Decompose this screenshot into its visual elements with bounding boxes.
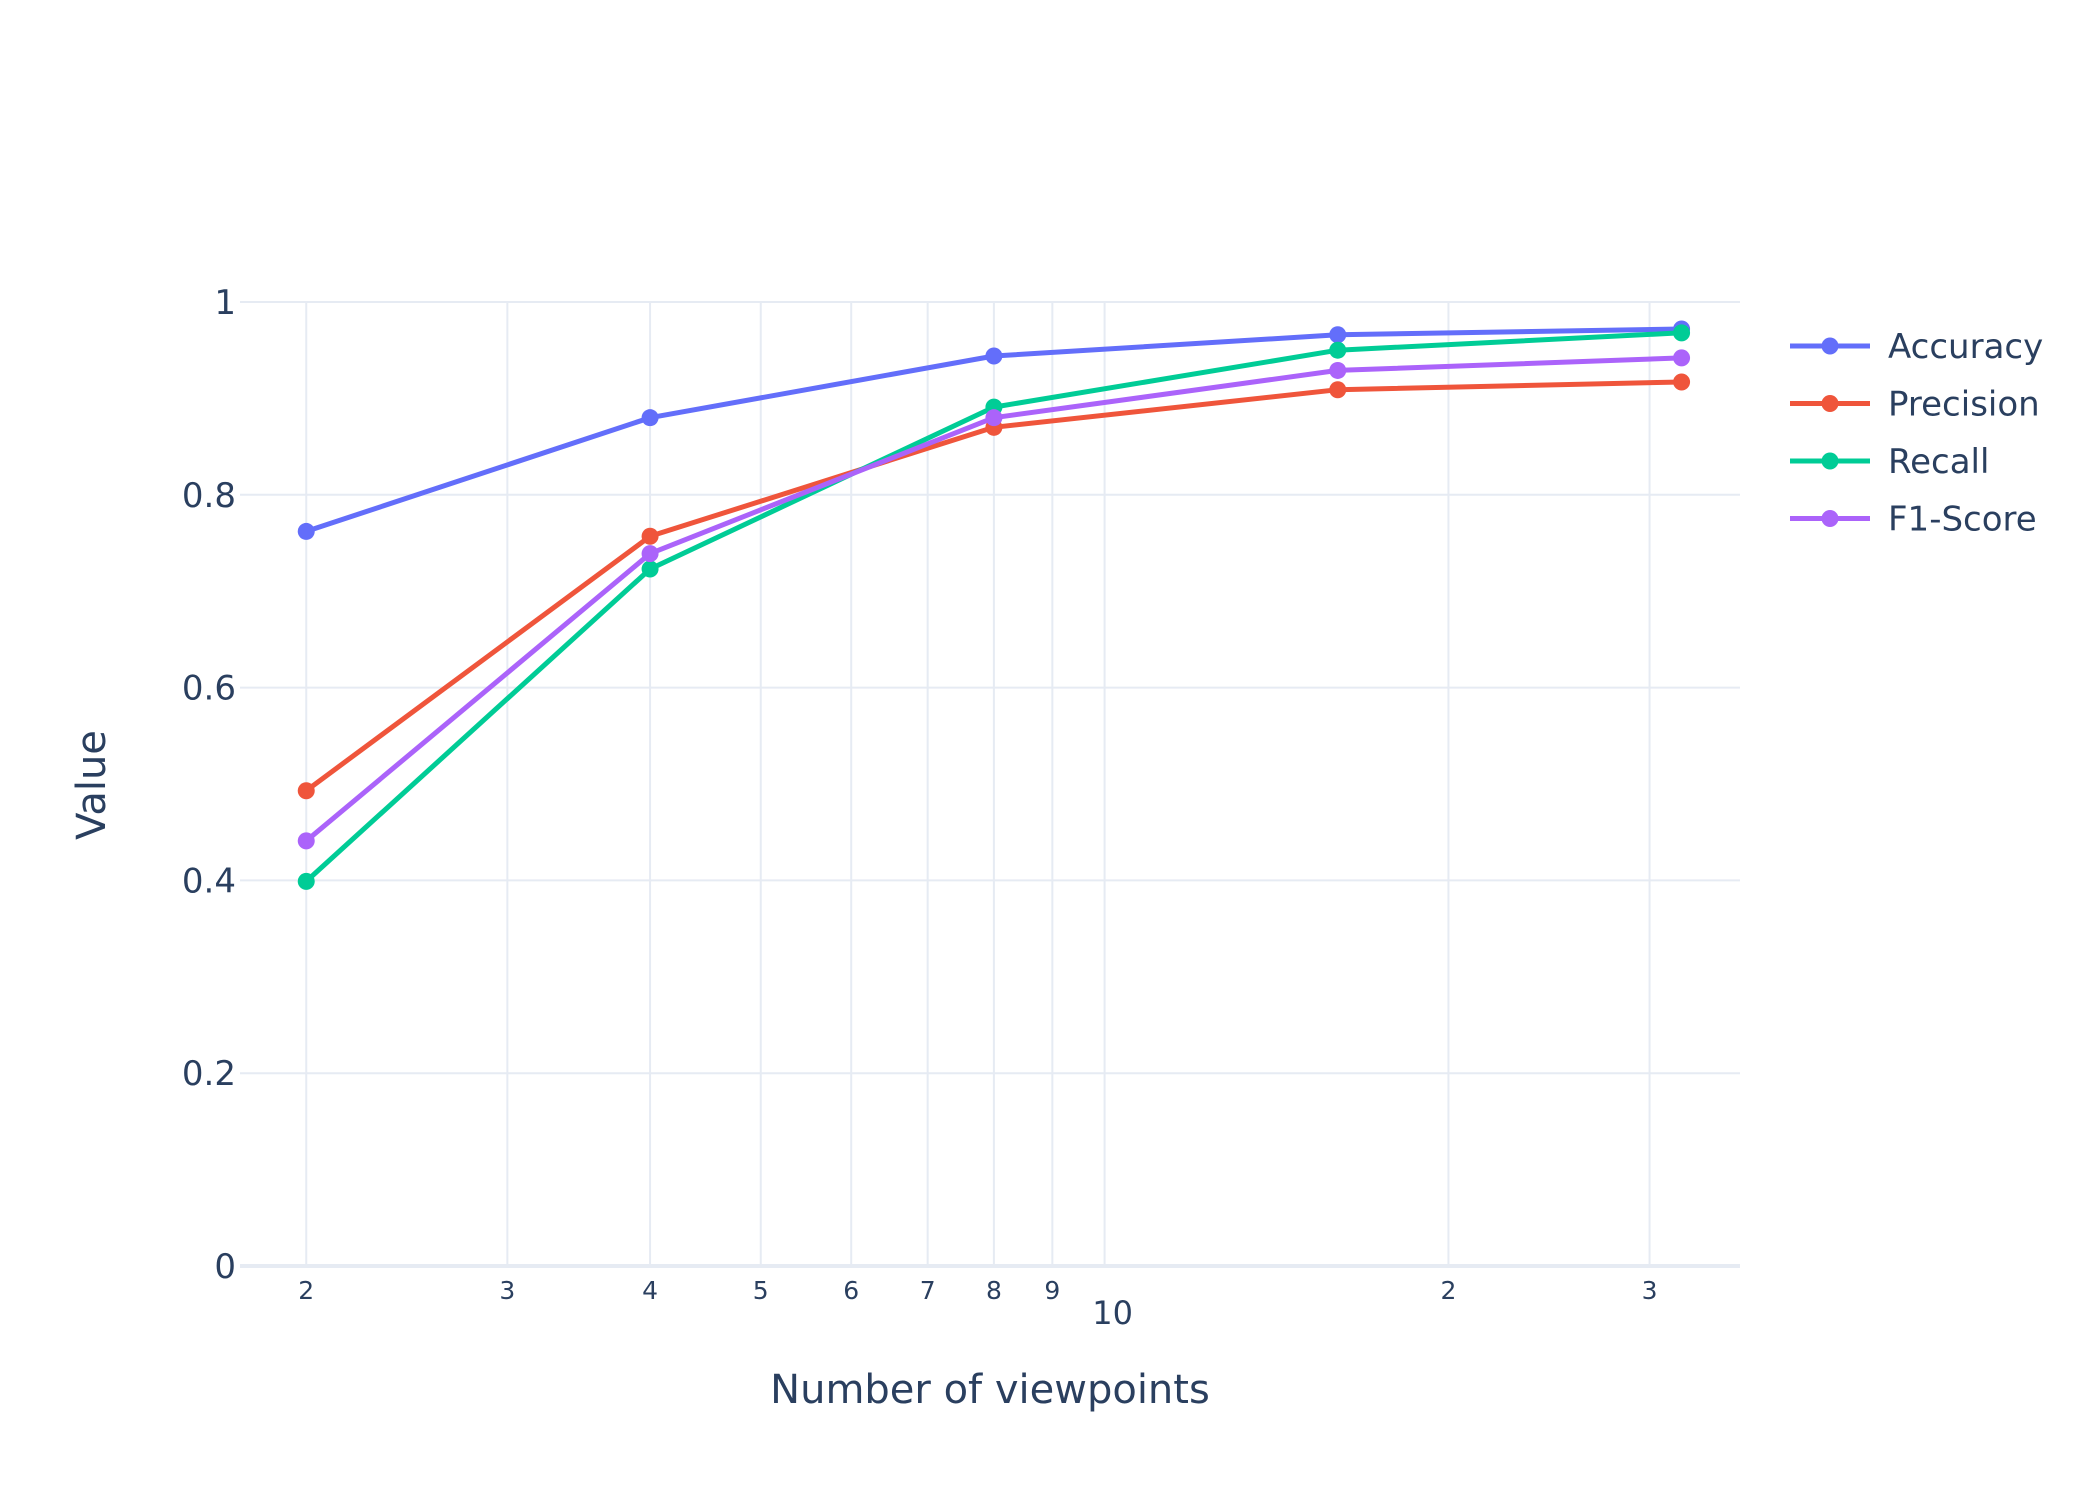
x-minor-tick-label: 2 <box>298 1276 314 1305</box>
series-f1-score <box>297 349 1691 850</box>
legend-item[interactable]: Accuracy <box>1790 327 2043 367</box>
data-point <box>297 782 315 800</box>
data-point <box>1329 326 1347 344</box>
data-point <box>641 527 659 545</box>
data-point <box>297 832 315 850</box>
x-major-tick-label: 10 <box>1092 1294 1133 1332</box>
y-tick-label: 1 <box>214 283 236 323</box>
x-minor-tick-label: 9 <box>1044 1276 1060 1305</box>
x-minor-tick-label: 3 <box>499 1276 515 1305</box>
y-tick-label: 0.2 <box>182 1054 236 1094</box>
data-point <box>297 522 315 540</box>
legend-item[interactable]: Recall <box>1790 442 1989 482</box>
y-axis-title: Value <box>69 730 115 840</box>
data-point <box>1673 324 1691 342</box>
legend-label: Accuracy <box>1888 327 2043 367</box>
series-recall <box>297 324 1691 890</box>
data-point <box>641 409 659 427</box>
x-minor-tick-label: 8 <box>986 1276 1002 1305</box>
x-minor-tick-label: 5 <box>753 1276 769 1305</box>
legend-marker-swatch <box>1821 452 1839 470</box>
x-axis-title: Number of viewpoints <box>770 1367 1210 1413</box>
data-point <box>1673 349 1691 367</box>
series-lines <box>297 320 1691 890</box>
x-minor-tick-label: 7 <box>920 1276 936 1305</box>
legend-label: Precision <box>1888 385 2040 425</box>
legend: Accuracy Precision Recall F1-Score <box>1790 327 2043 540</box>
legend-label: F1-Score <box>1888 500 2037 540</box>
data-point <box>1329 341 1347 359</box>
y-tick-label: 0.8 <box>182 476 236 516</box>
data-point <box>641 560 659 578</box>
y-tick-label: 0.6 <box>182 669 236 709</box>
data-point <box>641 545 659 563</box>
data-point <box>1673 373 1691 391</box>
y-tick-label: 0 <box>214 1247 236 1287</box>
x-minor-tick-label: 4 <box>642 1276 658 1305</box>
legend-item[interactable]: Precision <box>1790 385 2040 425</box>
data-point <box>297 872 315 890</box>
legend-marker-swatch <box>1821 395 1839 412</box>
x-minor-tick-label: 2 <box>1440 1276 1456 1305</box>
axes: 0 0.2 0.4 0.6 0.8 1 2 3 4 5 6 7 8 9 2 3 10 <box>182 283 1740 1332</box>
x-minor-tick-label: 3 <box>1642 1276 1658 1305</box>
y-tick-label: 0.4 <box>182 861 236 901</box>
data-point <box>985 347 1003 365</box>
legend-label: Recall <box>1888 442 1989 482</box>
series-precision <box>297 373 1691 800</box>
data-point <box>1329 381 1347 399</box>
x-minor-tick-label: 6 <box>843 1276 859 1305</box>
data-point <box>1329 361 1347 379</box>
data-point <box>985 409 1003 427</box>
legend-item[interactable]: F1-Score <box>1790 500 2037 540</box>
legend-marker-swatch <box>1821 337 1839 355</box>
legend-marker-swatch <box>1821 510 1839 527</box>
